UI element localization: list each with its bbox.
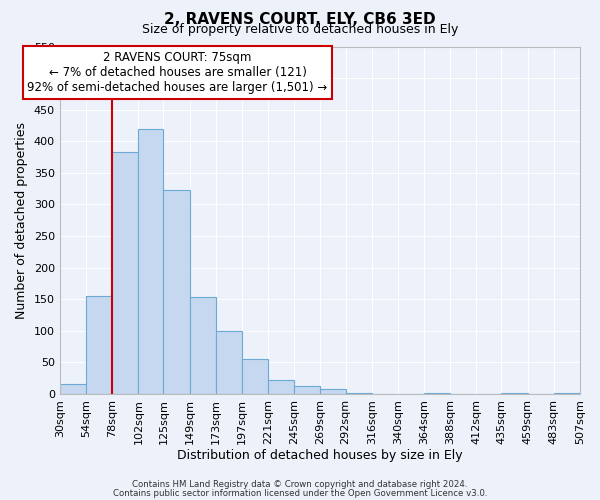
Bar [112,152,139,394]
Bar [163,190,190,394]
Bar [268,380,294,394]
X-axis label: Distribution of detached houses by size in Ely: Distribution of detached houses by size … [177,450,463,462]
Bar [294,386,320,394]
Text: 2, RAVENS COURT, ELY, CB6 3ED: 2, RAVENS COURT, ELY, CB6 3ED [164,12,436,28]
Bar [554,392,580,394]
Bar [502,392,527,394]
Bar [216,331,242,394]
Text: Contains HM Land Registry data © Crown copyright and database right 2024.: Contains HM Land Registry data © Crown c… [132,480,468,489]
Bar [139,128,163,394]
Text: 2 RAVENS COURT: 75sqm
← 7% of detached houses are smaller (121)
92% of semi-deta: 2 RAVENS COURT: 75sqm ← 7% of detached h… [28,51,328,94]
Bar [190,298,216,394]
Bar [86,296,112,394]
Bar [242,359,268,394]
Bar [424,392,450,394]
Bar [60,384,86,394]
Text: Contains public sector information licensed under the Open Government Licence v3: Contains public sector information licen… [113,488,487,498]
Bar [320,389,346,394]
Bar [346,392,372,394]
Y-axis label: Number of detached properties: Number of detached properties [16,122,28,318]
Text: Size of property relative to detached houses in Ely: Size of property relative to detached ho… [142,22,458,36]
